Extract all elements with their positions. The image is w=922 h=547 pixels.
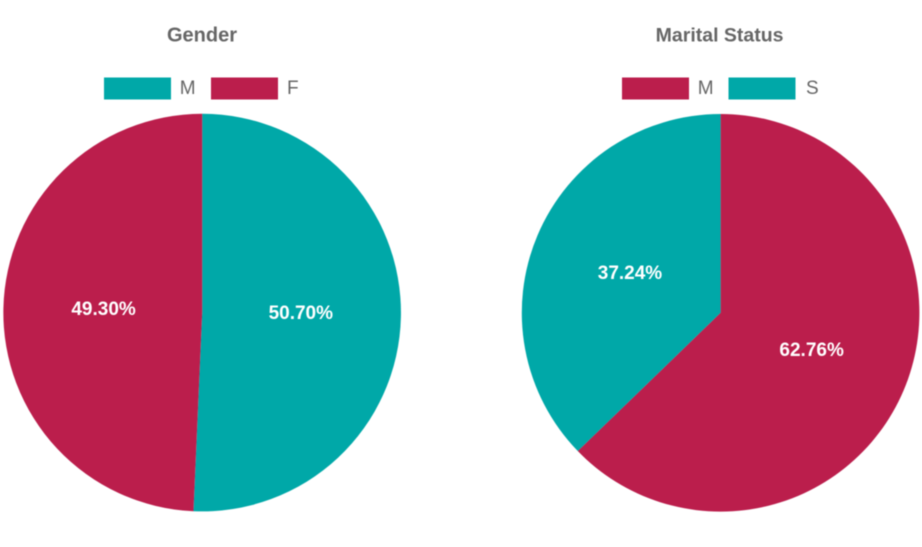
svg-text:M: M [698,78,714,99]
svg-text:50.70%: 50.70% [269,303,334,324]
svg-text:S: S [806,78,819,99]
svg-text:37.24%: 37.24% [598,263,663,284]
svg-text:62.76%: 62.76% [779,340,844,361]
svg-text:Marital Status: Marital Status [656,25,784,47]
svg-text:49.30%: 49.30% [71,299,136,320]
svg-text:Gender: Gender [167,25,237,47]
svg-text:M: M [180,78,196,99]
svg-text:F: F [287,78,299,99]
